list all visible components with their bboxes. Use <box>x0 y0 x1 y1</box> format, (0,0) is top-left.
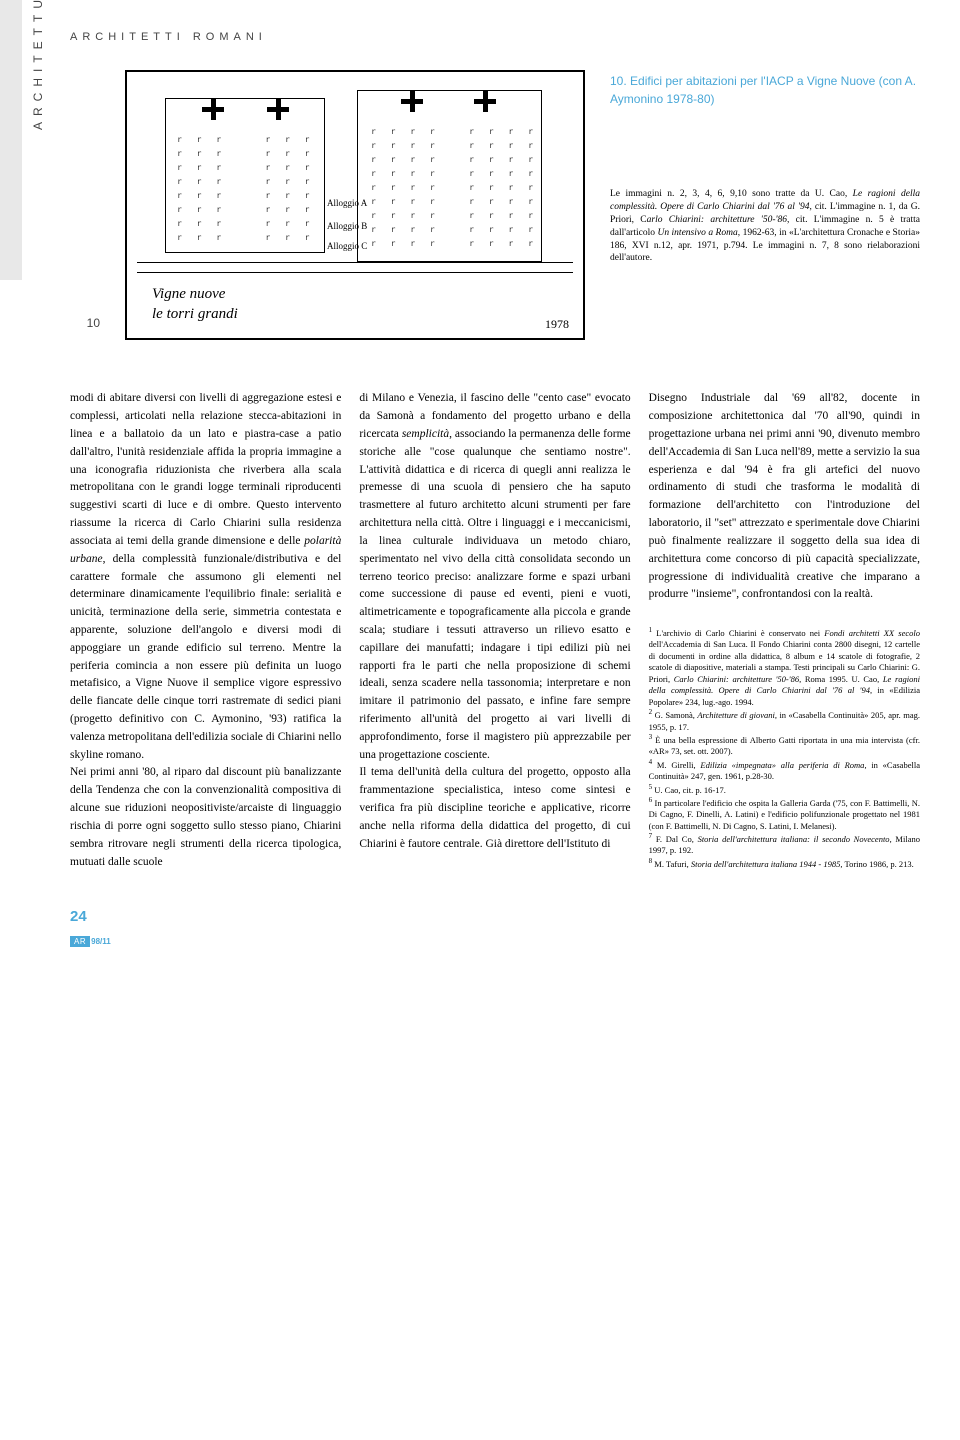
issue-badge-right: 98/11 <box>91 937 111 946</box>
sketch-drawing: r r r r r r r r r r r r r r r r r r r r … <box>125 70 585 340</box>
sketch-block: r r r r r r r r r r r r r r r r r r r r … <box>125 70 585 340</box>
column-1: modi di abitare diversi con livelli di a… <box>70 390 341 871</box>
annot-c: Alloggio C <box>327 240 367 253</box>
column-2: di Milano e Venezia, il fascino delle "c… <box>359 390 630 871</box>
sketch-caption-2: le torri grandi <box>152 304 238 325</box>
side-tab <box>0 0 22 280</box>
figure-caption: 10. Edifici per abitazioni per l'IACP a … <box>610 72 920 108</box>
annot-a: Alloggio A <box>327 197 367 210</box>
page: ARCHITETTURA ARCHITETTI ROMANI 10 r <box>0 0 960 982</box>
issue-badge-left: AR <box>70 936 90 947</box>
sketch-year: 1978 <box>545 316 569 333</box>
footer-issue: AR98/11 <box>70 929 111 951</box>
side-label: ARCHITETTURA <box>30 0 47 130</box>
column-3: Disegno Industriale dal '69 all'82, doce… <box>649 390 920 871</box>
top-section: 10 r r r r r r r r r r r r <box>70 70 920 340</box>
body-columns: modi di abitare diversi con livelli di a… <box>70 390 920 871</box>
sketch-caption-1: Vigne nuove <box>152 284 225 305</box>
caption-column: 10. Edifici per abitazioni per l'IACP a … <box>610 70 920 340</box>
header-title: ARCHITETTI ROMANI <box>70 30 920 45</box>
footnotes: 1 L'archivio di Carlo Chiarini è conserv… <box>649 626 920 870</box>
image-credits: Le immagini n. 2, 3, 4, 6, 9,10 sono tra… <box>610 188 920 265</box>
annot-b: Alloggio B <box>327 220 367 233</box>
footer: 24 AR98/11 <box>70 906 920 951</box>
footer-page-number: 24 <box>70 906 920 927</box>
figure-number: 10 <box>70 315 100 340</box>
